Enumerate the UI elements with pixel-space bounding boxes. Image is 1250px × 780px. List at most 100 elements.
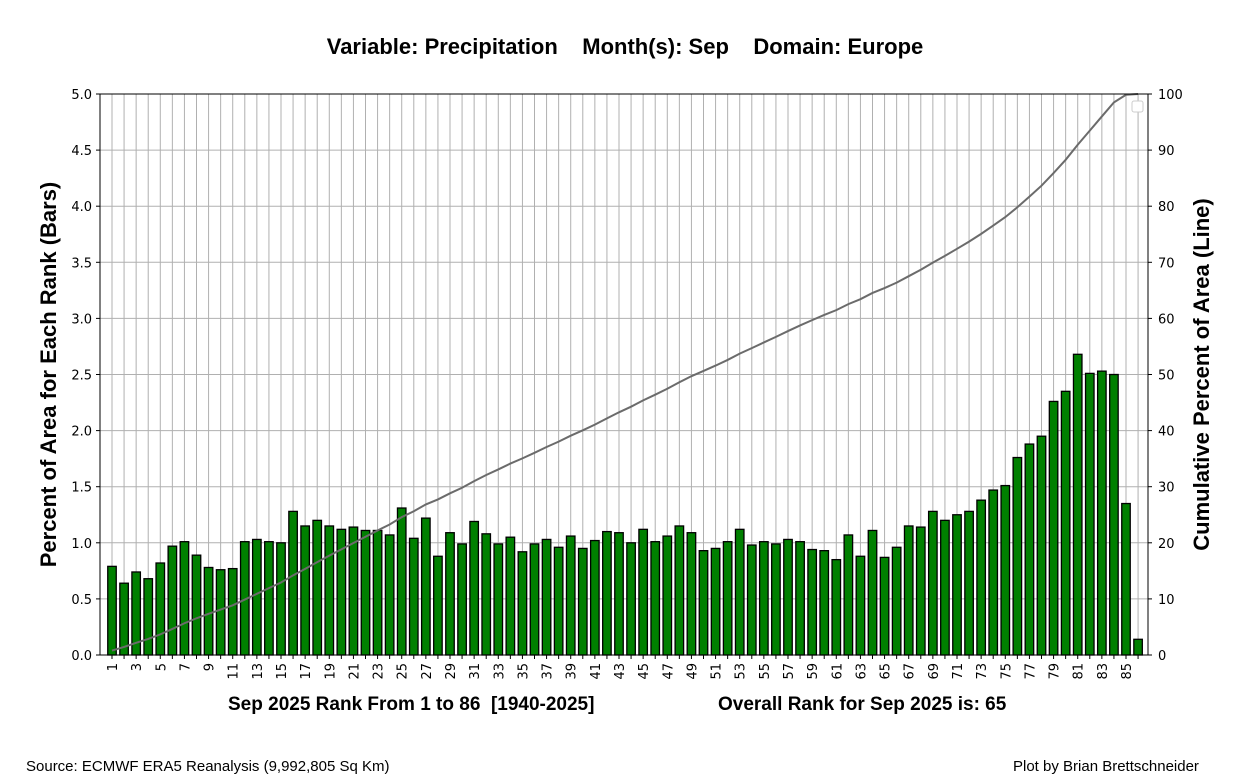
bar-rank-23: [372, 529, 383, 656]
bar-rank-8: [191, 554, 202, 656]
bar-rank-14: [264, 541, 274, 656]
x-axis-label: Sep 2025 Rank From 1 to 86 [1940-2025]: [228, 694, 595, 715]
bar-rank-83: [1096, 370, 1107, 656]
bar-rank-18: [312, 519, 323, 656]
y-right-tick-label: 50: [1158, 369, 1175, 384]
bar-rank-84: [1109, 373, 1119, 656]
x-tick-label: 13: [251, 663, 266, 680]
bar-rank-39: [565, 535, 576, 656]
x-tick-label: 75: [999, 663, 1014, 680]
bar-rank-37: [541, 538, 552, 656]
bar-rank-52: [722, 541, 733, 656]
bar-rank-66: [891, 546, 902, 656]
x-tick-label: 85: [1120, 663, 1135, 680]
bar-rank-29: [445, 532, 455, 656]
y-right-tick-label: 30: [1158, 481, 1175, 496]
bar-rank-73: [976, 499, 987, 656]
x-tick-label: 63: [854, 663, 869, 680]
bar-rank-69: [927, 510, 938, 656]
x-tick-label: 23: [372, 663, 387, 680]
x-tick-label: 27: [420, 663, 435, 680]
bar-rank-4: [143, 578, 154, 656]
cumulative-line: [111, 93, 1139, 652]
y-right-tick-label: 20: [1158, 537, 1175, 552]
y-tick-label: 4.5: [71, 144, 92, 159]
bar-rank-43: [614, 532, 624, 656]
y-right-tick-label: 60: [1158, 312, 1175, 327]
bar-rank-2: [119, 582, 129, 656]
bar-rank-9: [203, 566, 214, 656]
x-tick-label: 71: [951, 663, 966, 680]
bar-rank-40: [577, 547, 588, 656]
x-tick-label: 7: [178, 663, 193, 671]
y-right-tick-label: 80: [1158, 200, 1175, 215]
bar-rank-77: [1024, 443, 1035, 656]
bar-rank-31: [469, 520, 480, 656]
bar-rank-35: [517, 551, 528, 656]
bar-rank-79: [1048, 400, 1059, 656]
x-tick-label: 37: [541, 663, 556, 680]
bar-rank-76: [1012, 456, 1023, 656]
x-tick-label: 35: [516, 663, 531, 680]
x-tick-label: 25: [396, 663, 411, 680]
y-right-tick-label: 0: [1158, 649, 1166, 664]
bar-rank-33: [493, 543, 504, 656]
bar-rank-30: [457, 543, 467, 656]
bar-rank-50: [698, 550, 709, 656]
credit-note: Plot by Brian Brettschneider: [1013, 758, 1199, 775]
y-tick-label: 2.0: [71, 425, 92, 440]
x-tick-label: 45: [637, 663, 652, 680]
bar-rank-28: [433, 555, 443, 656]
bar-rank-41: [589, 539, 600, 656]
x-tick-label: 17: [299, 663, 314, 680]
x-tick-label: 19: [323, 663, 338, 680]
bar-rank-72: [964, 510, 974, 656]
bar-rank-48: [674, 525, 685, 656]
x-tick-label: 67: [903, 663, 918, 680]
bar-rank-49: [686, 532, 697, 656]
x-tick-label: 29: [444, 663, 459, 680]
x-tick-label: 1: [106, 663, 121, 671]
bar-rank-21: [348, 526, 359, 656]
x-tick-label: 51: [710, 663, 725, 680]
bar-rank-54: [746, 544, 757, 656]
bar-rank-15: [276, 542, 286, 656]
x-tick-label: 5: [154, 663, 169, 671]
bar-rank-85: [1121, 502, 1131, 656]
bar-rank-13: [251, 538, 262, 656]
y-tick-label: 2.5: [71, 369, 92, 384]
bar-rank-36: [529, 543, 540, 656]
y-tick-label: 0.0: [71, 649, 92, 664]
bar-rank-27: [420, 517, 431, 656]
bar-rank-32: [481, 533, 492, 656]
x-tick-label: 81: [1072, 663, 1087, 680]
bar-rank-53: [734, 528, 745, 656]
bar-rank-11: [227, 567, 238, 656]
bar-rank-51: [710, 547, 721, 656]
bar-rank-10: [215, 569, 226, 656]
x-tick-label: 21: [347, 663, 362, 680]
bar-rank-58: [795, 541, 805, 656]
bar-rank-63: [855, 555, 866, 656]
y-tick-label: 1.0: [71, 537, 92, 552]
x-tick-label: 79: [1048, 663, 1063, 680]
legend-box: [1131, 100, 1144, 113]
bar-rank-19: [324, 525, 335, 656]
bar-rank-16: [288, 510, 298, 656]
y-tick-label: 0.5: [71, 593, 92, 608]
bar-rank-81: [1072, 353, 1083, 656]
bar-rank-71: [952, 514, 962, 656]
x-tick-label: 65: [879, 663, 894, 680]
bar-rank-55: [758, 541, 769, 656]
bar-rank-65: [879, 556, 890, 656]
x-tick-label: 11: [227, 663, 242, 680]
bar-rank-59: [807, 548, 818, 656]
x-tick-label: 43: [613, 663, 628, 680]
bar-rank-26: [408, 537, 419, 656]
x-tick-label: 9: [203, 663, 218, 671]
source-note: Source: ECMWF ERA5 Reanalysis (9,992,805…: [26, 758, 390, 775]
x-tick-label: 73: [975, 663, 990, 680]
bar-rank-42: [602, 530, 612, 656]
bar-rank-61: [831, 558, 842, 656]
